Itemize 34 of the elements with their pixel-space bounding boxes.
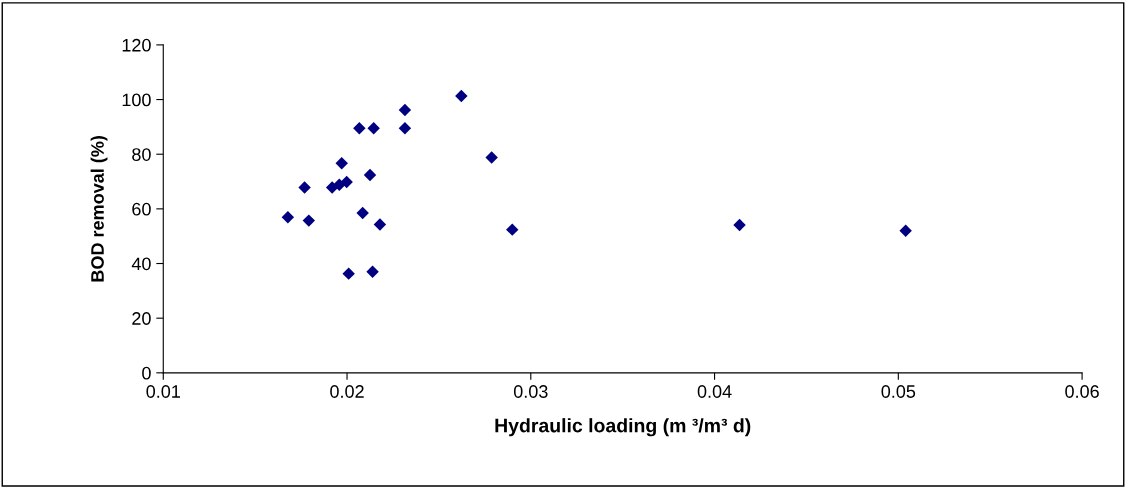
point xyxy=(506,223,519,236)
x-tick-label: 0.06 xyxy=(1065,385,1099,398)
y-tick-label: 60 xyxy=(132,202,151,216)
point xyxy=(373,218,387,231)
y-tick-label: 120 xyxy=(122,38,151,52)
point xyxy=(353,122,366,135)
x-tick-label: 0.05 xyxy=(881,385,916,398)
point xyxy=(899,224,912,237)
point xyxy=(342,267,355,280)
y-tick-label: 100 xyxy=(122,93,151,107)
point xyxy=(281,211,295,224)
x-tick-label: 0.01 xyxy=(146,385,180,398)
y-tick-label: 0 xyxy=(142,366,151,380)
point xyxy=(302,214,316,227)
x-tick-label: 0.02 xyxy=(330,385,364,398)
point xyxy=(363,168,377,182)
point xyxy=(733,218,746,232)
x-tick-label: 0.04 xyxy=(697,385,732,398)
x-axis-title: Hydraulic loading (m ³/m³ d) xyxy=(495,418,751,437)
y-axis-title: BOD removal (%) xyxy=(90,136,108,282)
y-tick-label: 40 xyxy=(131,257,151,271)
point xyxy=(398,103,412,117)
point xyxy=(298,181,311,194)
point xyxy=(366,265,379,278)
point xyxy=(356,206,369,220)
y-tick-label: 80 xyxy=(132,148,151,161)
x-tick-label: 0.03 xyxy=(513,385,548,398)
y-tick-label: 20 xyxy=(132,312,151,325)
point xyxy=(455,89,468,103)
point xyxy=(367,122,380,135)
point xyxy=(335,157,348,170)
point xyxy=(485,151,498,164)
point xyxy=(340,175,353,189)
point xyxy=(398,122,412,135)
